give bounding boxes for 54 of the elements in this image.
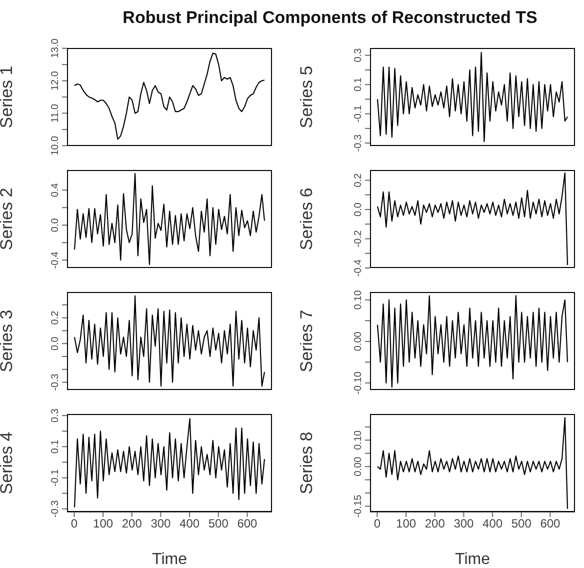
y-tick-label: -0.1 (50, 468, 61, 486)
y-axis-title: Series 7 (297, 310, 316, 372)
y-tick-label: 0.4 (50, 182, 61, 198)
y-tick-label: -0.10 (353, 371, 364, 394)
x-tick-label: 500 (208, 516, 229, 531)
line-series (74, 52, 266, 140)
y-axis-title: Series 8 (297, 432, 316, 494)
y-axis-title: Series 3 (0, 310, 16, 372)
y-tick-label: 0.0 (50, 336, 61, 351)
x-tick-label: 100 (93, 516, 114, 531)
y-tick-label: 12.0 (50, 70, 61, 91)
y-tick-label: 10.0 (50, 136, 61, 156)
x-tick-label: 400 (180, 516, 200, 531)
text: Robust Principal Components of Reconstructed TS (122, 8, 538, 28)
y-tick-label: 0.0 (353, 202, 364, 216)
y-tick-label: 0.2 (353, 172, 364, 188)
x-tick-label: 0 (70, 516, 78, 531)
y-tick-label: 0.10 (353, 430, 364, 450)
y-tick-label: 0.0 (50, 218, 61, 232)
y-axis-title: Series 6 (297, 188, 316, 250)
x-tick-label: 200 (424, 516, 446, 531)
x-axis-title: Time (455, 551, 490, 568)
y-tick-label: -0.1 (353, 104, 364, 122)
y-tick-label: 0.1 (50, 439, 61, 454)
y-tick-label: 0.00 (353, 331, 364, 352)
y-tick-label: 0.00 (353, 456, 364, 476)
y-axis-title: Series 2 (0, 188, 16, 250)
y-tick-label: -0.4 (50, 251, 61, 269)
x-tick-label: 600 (237, 516, 258, 531)
y-tick-label: -0.3 (353, 134, 364, 152)
x-axis-title: Time (152, 551, 188, 568)
x-tick-label: 0 (374, 516, 381, 531)
y-tick-label: -0.15 (353, 494, 364, 518)
x-tick-label: 200 (122, 516, 142, 531)
x-tick-label: 100 (396, 516, 416, 531)
x-tick-label: 600 (540, 516, 561, 531)
y-tick-label: 0.1 (353, 77, 364, 92)
y-tick-label: 11.0 (50, 103, 61, 123)
y-axis-title: Series 4 (0, 432, 16, 494)
x-tick-label: 300 (150, 516, 172, 531)
y-tick-label: -0.2 (353, 230, 364, 248)
y-tick-label: 0.3 (353, 48, 364, 62)
y-tick-label: -0.3 (50, 500, 61, 518)
x-tick-label: 400 (482, 516, 503, 531)
x-tick-label: 500 (511, 516, 532, 531)
y-axis-title: Series 5 (297, 66, 316, 128)
y-tick-label: 13.0 (50, 38, 61, 58)
x-tick-label: 300 (454, 516, 474, 531)
y-tick-label: -0.4 (353, 258, 364, 277)
y-tick-label: 0.3 (50, 408, 61, 423)
y-tick-label: 0.2 (50, 310, 61, 325)
y-tick-label: 0.10 (353, 290, 364, 310)
y-tick-label: -0.3 (50, 373, 61, 391)
y-axis-title: Series 1 (0, 66, 16, 128)
